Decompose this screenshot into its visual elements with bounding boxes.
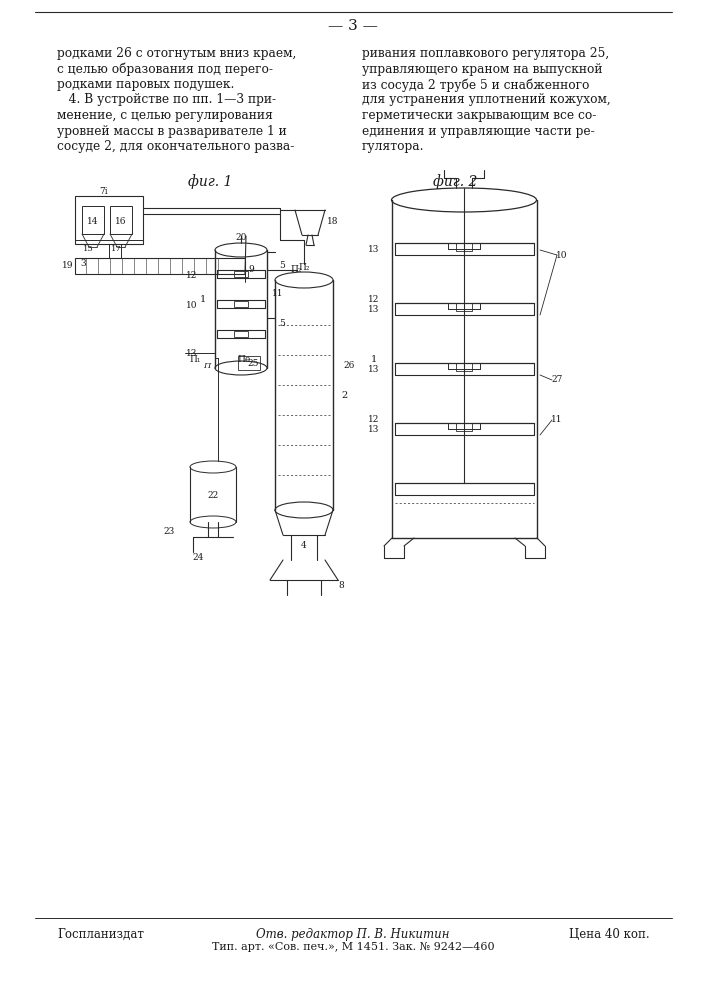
Bar	[456, 303, 472, 311]
Text: 22: 22	[207, 490, 218, 499]
Text: родками 26 с отогнутым вниз краем,: родками 26 с отогнутым вниз краем,	[57, 47, 296, 60]
Text: 5: 5	[279, 318, 285, 328]
Text: 13: 13	[186, 349, 197, 358]
Text: из сосуда 2 трубе 5 и снабженного: из сосуда 2 трубе 5 и снабженного	[362, 78, 590, 92]
Bar	[82, 206, 104, 234]
Text: — 3 —: — 3 —	[328, 19, 378, 33]
Text: менение, с целью регулирования: менение, с целью регулирования	[57, 109, 273, 122]
Bar	[234, 271, 248, 277]
Text: 15: 15	[83, 245, 93, 253]
Ellipse shape	[275, 272, 333, 288]
Text: гулятора.: гулятора.	[362, 140, 424, 153]
Text: 13: 13	[368, 304, 380, 314]
Text: П₂: П₂	[291, 265, 302, 274]
Text: 8: 8	[338, 580, 344, 589]
Bar	[456, 243, 472, 251]
Text: управляющего краном на выпускной: управляющего краном на выпускной	[362, 62, 602, 76]
Text: герметически закрывающим все со-: герметически закрывающим все со-	[362, 109, 597, 122]
Text: 12: 12	[186, 270, 197, 279]
Bar	[110, 206, 132, 234]
Text: 25: 25	[247, 359, 259, 367]
Text: родками паровых подушек.: родками паровых подушек.	[57, 78, 235, 91]
Bar	[75, 196, 143, 244]
Text: Отв. редактор П. В. Никитин: Отв. редактор П. В. Никитин	[256, 928, 450, 941]
Text: 12: 12	[368, 416, 380, 424]
Text: 26: 26	[343, 360, 354, 369]
Text: 14: 14	[87, 218, 99, 227]
Ellipse shape	[215, 361, 267, 375]
Bar	[234, 331, 248, 337]
Text: 11: 11	[551, 416, 563, 424]
Text: для устранения уплотнений кожухом,: для устранения уплотнений кожухом,	[362, 94, 611, 106]
Text: 18: 18	[327, 218, 339, 227]
Ellipse shape	[190, 516, 236, 528]
Text: Цена 40 коп.: Цена 40 коп.	[569, 928, 650, 941]
Text: 4: 4	[301, 540, 307, 550]
Bar	[456, 423, 472, 431]
Text: Тип. арт. «Сов. печ.», М 1451. Зак. № 9242—460: Тип. арт. «Сов. печ.», М 1451. Зак. № 92…	[211, 942, 494, 952]
Text: 10: 10	[185, 300, 197, 310]
Ellipse shape	[275, 502, 333, 518]
Text: ривания поплавкового регулятора 25,: ривания поплавкового регулятора 25,	[362, 47, 609, 60]
Text: сосуде 2, для окончательного разва-: сосуде 2, для окончательного разва-	[57, 140, 294, 153]
Text: 20: 20	[235, 233, 247, 242]
Text: уровней массы в разваривателе 1 и: уровней массы в разваривателе 1 и	[57, 124, 287, 137]
Text: Госпланиздат: Госпланиздат	[57, 928, 144, 941]
Text: 4. В устройстве по пп. 1—3 при-: 4. В устройстве по пп. 1—3 при-	[57, 94, 276, 106]
Text: фиг. 2: фиг. 2	[433, 175, 477, 189]
Text: 1: 1	[200, 294, 206, 304]
Text: 11: 11	[272, 288, 284, 298]
Ellipse shape	[215, 243, 267, 257]
Text: 13: 13	[368, 364, 380, 373]
Bar	[234, 301, 248, 307]
Text: 16: 16	[115, 218, 127, 227]
Text: 13: 13	[368, 424, 380, 434]
Text: 13: 13	[368, 244, 380, 253]
Text: единения и управляющие части ре-: единения и управляющие части ре-	[362, 124, 595, 137]
Ellipse shape	[392, 188, 537, 212]
Text: Пе: Пе	[238, 356, 250, 364]
Text: фиг. 1: фиг. 1	[188, 175, 232, 189]
Text: 17: 17	[110, 245, 122, 253]
Text: 19: 19	[62, 261, 74, 270]
Text: 27: 27	[551, 375, 563, 384]
Text: 7i: 7i	[100, 188, 108, 196]
Text: П: П	[204, 362, 211, 370]
Ellipse shape	[190, 461, 236, 473]
Text: 12: 12	[368, 296, 380, 304]
Text: 23: 23	[164, 528, 175, 536]
Text: 1: 1	[371, 356, 377, 364]
Text: 2: 2	[341, 390, 347, 399]
Bar	[238, 356, 260, 370]
Text: 24: 24	[192, 552, 204, 562]
Text: П₂: П₂	[298, 263, 310, 272]
Bar	[456, 363, 472, 371]
Text: с целью образования под перего-: с целью образования под перего-	[57, 62, 273, 76]
Bar	[75, 258, 245, 274]
Text: П₁: П₁	[189, 356, 201, 364]
Text: 5: 5	[279, 260, 285, 269]
Text: 9: 9	[248, 265, 254, 274]
Text: 3: 3	[80, 258, 86, 267]
Text: 10: 10	[556, 250, 568, 259]
